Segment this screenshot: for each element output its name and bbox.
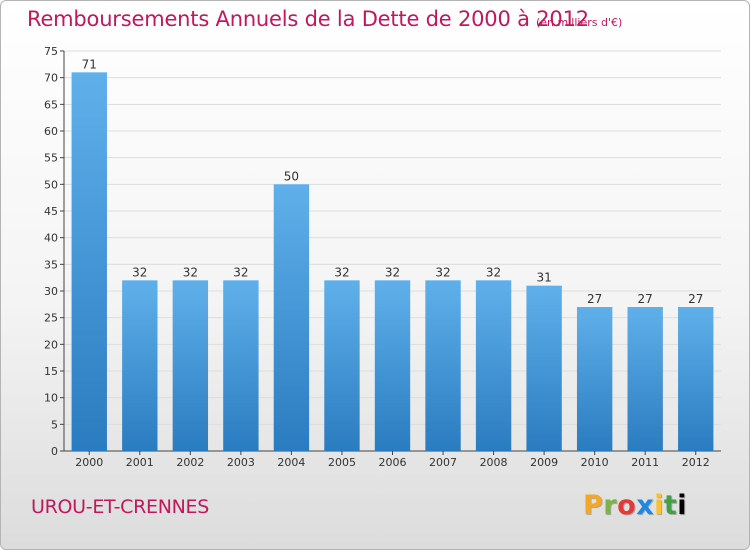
x-tick-label: 2004 [277, 456, 305, 469]
bar [627, 307, 663, 451]
y-tick-label: 0 [51, 445, 58, 458]
bar-value-label: 71 [82, 57, 97, 71]
x-tick-label: 2002 [176, 456, 204, 469]
logo-letter: x [636, 490, 655, 521]
bar-value-label: 32 [183, 265, 198, 279]
logo-letter: i [677, 490, 688, 521]
y-tick-label: 75 [44, 45, 58, 58]
y-tick-label: 20 [44, 338, 58, 351]
y-tick-label: 10 [44, 392, 58, 405]
bar [374, 280, 411, 451]
x-tick-label: 2011 [631, 456, 659, 469]
bars [71, 72, 714, 452]
y-tick-label: 40 [44, 232, 58, 245]
data-labels: 71 32 32 32 50 32 32 32 32 31 27 27 27 [82, 57, 704, 306]
x-tick-label: 2001 [126, 456, 154, 469]
x-tick-label: 2003 [227, 456, 255, 469]
x-tick-label: 2010 [581, 456, 609, 469]
logo-letter: r [603, 490, 618, 521]
commune-name: UROU-ET-CRENNES [31, 496, 210, 518]
bar-value-label: 32 [334, 265, 349, 279]
y-tick-label: 45 [44, 205, 58, 218]
bar-value-label: 32 [385, 265, 400, 279]
bar-value-label: 32 [486, 265, 501, 279]
logo-letter: o [617, 490, 637, 521]
bar-value-label: 32 [132, 265, 147, 279]
x-tick-label: 2007 [429, 456, 457, 469]
bar [475, 280, 512, 451]
y-tick-label: 30 [44, 285, 58, 298]
bar-value-label: 27 [688, 292, 703, 306]
bar [324, 280, 360, 451]
chart-title: Remboursements Annuels de la Dette de 20… [27, 7, 589, 31]
bar-value-label: 32 [435, 265, 450, 279]
bar [526, 285, 562, 451]
y-tick-label: 5 [51, 418, 58, 431]
y-tick-label: 70 [44, 72, 58, 85]
bar [425, 280, 461, 451]
x-tick-label: 2009 [530, 456, 558, 469]
x-tick-label: 2012 [682, 456, 710, 469]
bar [172, 280, 209, 451]
bar-value-label: 31 [536, 271, 551, 285]
x-tick-label: 2008 [480, 456, 508, 469]
y-tick-label: 60 [44, 125, 58, 138]
bar [122, 280, 158, 451]
bar-value-label: 27 [638, 292, 653, 306]
x-tick-label: 2005 [328, 456, 356, 469]
logo-letter: P [583, 490, 604, 521]
x-tick-label: 2000 [75, 456, 103, 469]
bar [576, 307, 613, 451]
logo-letter: i [654, 490, 664, 521]
y-tick-label: 25 [44, 312, 58, 325]
chart-subtitle: (en milliers d'€) [536, 16, 623, 29]
bar-value-label: 50 [284, 169, 299, 183]
proxiti-logo[interactable]: Proxiti [583, 490, 687, 521]
bar [678, 307, 714, 451]
bar-value-label: 27 [587, 292, 602, 306]
y-tick-label: 15 [44, 365, 58, 378]
bar [223, 280, 259, 451]
logo-letter: t [663, 490, 678, 521]
bar-value-label: 32 [233, 265, 248, 279]
bar [273, 184, 310, 452]
x-tick-label: 2006 [379, 456, 407, 469]
y-tick-label: 65 [44, 98, 58, 111]
y-tick-label: 35 [44, 258, 58, 271]
y-tick-label: 55 [44, 152, 58, 165]
y-tick-label: 50 [44, 178, 58, 191]
bar [71, 72, 107, 451]
